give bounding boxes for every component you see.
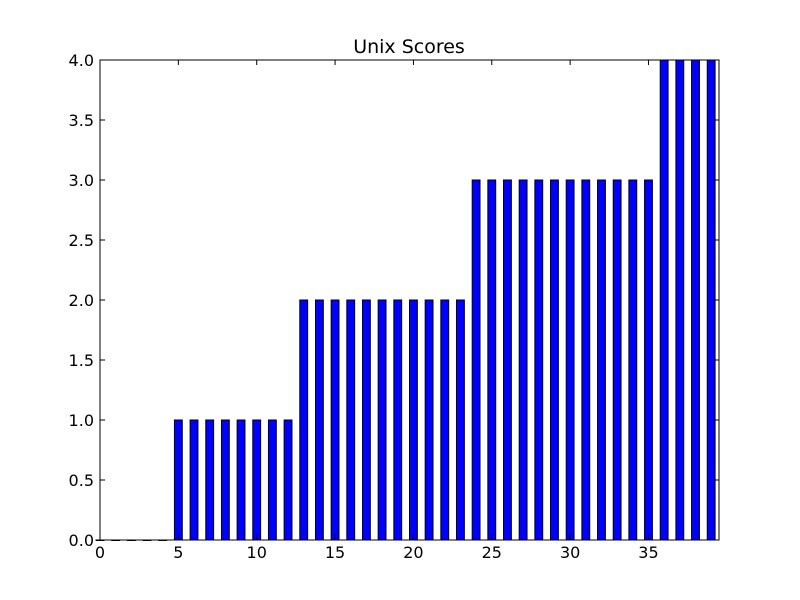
bar-20	[409, 299, 418, 541]
bar-30	[565, 179, 575, 541]
bar-9	[236, 419, 246, 541]
bar-6	[189, 419, 199, 541]
bar-28	[534, 179, 544, 541]
x-tick-label-0: 0	[95, 543, 105, 562]
bar-36	[659, 59, 669, 541]
bar-35	[644, 179, 653, 541]
bar-25	[487, 179, 497, 541]
bar-26	[503, 179, 512, 541]
bar-17	[361, 299, 371, 541]
y-tick-label-0: 0.0	[69, 531, 94, 550]
y-tick-label-6: 3.0	[69, 171, 94, 190]
bar-39	[706, 59, 716, 541]
y-tick-label-1: 0.5	[69, 471, 94, 490]
bar-18	[377, 299, 387, 541]
bar-33	[612, 179, 622, 541]
bar-21	[424, 299, 434, 541]
y-tick-label-5: 2.5	[69, 231, 94, 250]
y-tick-label-7: 3.5	[69, 111, 94, 130]
axis-ticks-group: 0 5 10 15 20 25 30 35 0.0 0.5 1.0 1.5 2.0 2.5 3.0 3.5 4.…	[69, 51, 719, 562]
bar-12	[283, 419, 293, 541]
plot-frame	[99, 59, 720, 541]
bar-23	[456, 299, 465, 541]
bar-14	[314, 299, 324, 541]
bar-29	[550, 179, 559, 541]
bar-11	[267, 419, 277, 541]
bar-15	[330, 299, 340, 541]
bar-34	[628, 179, 638, 541]
x-tick-label-4: 20	[403, 543, 423, 562]
bar-27	[518, 179, 528, 541]
bar-13	[299, 299, 309, 541]
y-tick-label-3: 1.5	[69, 351, 94, 370]
bar-19	[393, 299, 403, 541]
y-tick-label-4: 2.0	[69, 291, 94, 310]
bar-31	[581, 179, 591, 541]
x-tick-label-2: 10	[247, 543, 267, 562]
bar-7	[205, 419, 215, 541]
bar-32	[597, 179, 606, 541]
x-tick-label-1: 5	[173, 543, 183, 562]
bars-group	[95, 59, 716, 541]
bar-22	[440, 299, 450, 541]
bar-8	[220, 419, 230, 541]
x-tick-label-6: 30	[560, 543, 580, 562]
bar-24	[471, 179, 481, 541]
y-tick-label-2: 1.0	[69, 411, 94, 430]
x-tick-label-7: 35	[638, 543, 658, 562]
bar-5	[173, 419, 183, 541]
bar-38	[691, 59, 700, 541]
bar-37	[675, 59, 685, 541]
bar-10	[252, 419, 262, 541]
x-tick-label-3: 15	[325, 543, 345, 562]
bar-16	[346, 299, 356, 541]
chart-title: Unix Scores	[353, 36, 465, 58]
x-tick-label-5: 25	[482, 543, 502, 562]
y-tick-label-8: 4.0	[69, 51, 94, 70]
